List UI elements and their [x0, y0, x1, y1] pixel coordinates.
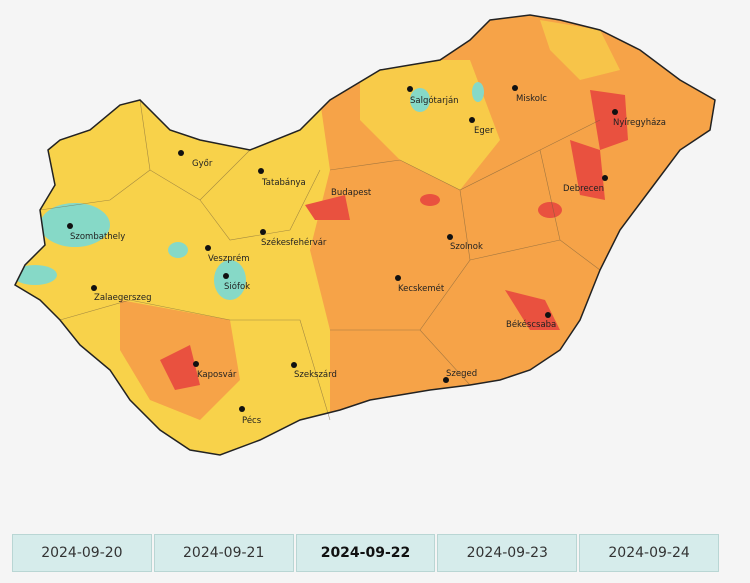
city: Kaposvár: [193, 361, 237, 380]
county-borders: [39, 99, 601, 421]
city-label: Szekszárd: [294, 370, 337, 380]
city: Pécs: [239, 406, 262, 426]
city-dot: [67, 223, 73, 229]
country-border: [14, 14, 716, 456]
city: Miskolc: [512, 85, 547, 104]
city-label: Salgótarján: [410, 95, 459, 106]
city: Szeged: [443, 369, 477, 383]
city-label: Szolnok: [450, 242, 483, 252]
city-dot: [443, 377, 449, 383]
city-label: Budapest: [331, 188, 372, 198]
city-dot: [469, 117, 475, 123]
city-label: Siófok: [224, 281, 250, 292]
city-label: Szeged: [446, 369, 477, 379]
city-label: Békéscsaba: [506, 319, 556, 330]
map: Győr Tatabánya Budapest Salgótarján Misk…: [14, 14, 716, 456]
date-tab[interactable]: 2024-09-24: [579, 534, 719, 572]
city: Nyíregyháza: [612, 109, 666, 128]
city-dot: [291, 362, 297, 368]
city-label: Székesfehérvár: [261, 237, 327, 248]
city-dot: [239, 406, 245, 412]
city-label: Miskolc: [516, 94, 547, 104]
city-label: Debrecen: [563, 184, 604, 194]
city-label: Zalaegerszeg: [94, 293, 151, 303]
city-dot: [602, 175, 608, 181]
heat-layer: [15, 15, 715, 455]
city-label: Szombathely: [70, 232, 125, 242]
date-tab[interactable]: 2024-09-21: [153, 534, 294, 572]
city: Szombathely: [67, 223, 125, 242]
city-dot: [178, 150, 184, 156]
city-label: Győr: [192, 159, 213, 169]
city-dot: [612, 109, 618, 115]
city-label: Kaposvár: [197, 370, 237, 380]
city-label: Eger: [474, 126, 494, 136]
city: Székesfehérvár: [260, 229, 327, 248]
date-tab[interactable]: 2024-09-23: [437, 534, 578, 572]
city-dot: [407, 86, 413, 92]
city: Kecskemét: [395, 275, 445, 294]
city: Győr: [178, 150, 213, 169]
city-dot: [260, 229, 266, 235]
city-label: Pécs: [242, 415, 262, 426]
city-dot: [545, 312, 551, 318]
city-dot: [193, 361, 199, 367]
city: Zalaegerszeg: [91, 285, 151, 303]
city-label: Kecskemét: [398, 283, 445, 294]
city-dot: [258, 168, 264, 174]
date-tab[interactable]: 2024-09-22: [295, 534, 436, 572]
city-dot: [447, 234, 453, 240]
city: Tatabánya: [258, 168, 306, 188]
city-dot: [395, 275, 401, 281]
city-label: Tatabánya: [261, 178, 306, 188]
city: Békéscsaba: [506, 312, 556, 330]
date-tabs: 2024-09-20 2024-09-21 2024-09-22 2024-09…: [12, 534, 719, 572]
city: Siófok: [223, 273, 250, 292]
city-label: Nyíregyháza: [613, 118, 666, 128]
city: Szolnok: [447, 234, 483, 252]
city-dot: [512, 85, 518, 91]
city: Veszprém: [205, 245, 250, 264]
city: Debrecen: [563, 175, 608, 194]
city-label: Veszprém: [208, 253, 250, 264]
city-dot: [223, 273, 229, 279]
city: Eger: [469, 117, 494, 136]
city: Budapest: [331, 188, 372, 198]
city-dot: [91, 285, 97, 291]
city: Szekszárd: [291, 362, 337, 380]
city: Salgótarján: [407, 86, 459, 106]
city-dot: [205, 245, 211, 251]
date-tab[interactable]: 2024-09-20: [12, 534, 152, 572]
